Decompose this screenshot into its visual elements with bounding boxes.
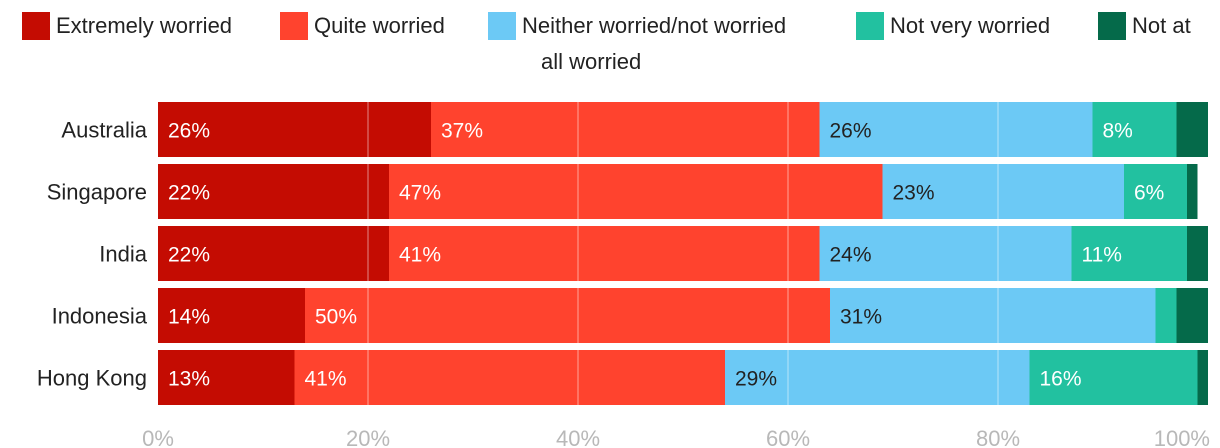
- chart-legend: Extremely worried Quite worried Neither wo…: [0, 0, 1220, 80]
- bar-segment: [431, 102, 820, 157]
- bar-segment: [389, 164, 883, 219]
- bar-segment: [725, 350, 1030, 405]
- data-label: 11%: [1082, 244, 1122, 267]
- x-tick-label: 20%: [346, 426, 390, 448]
- category-label: India: [99, 242, 147, 267]
- data-label: 31%: [840, 306, 882, 329]
- legend-label: Quite worried: [314, 13, 445, 38]
- category-label: Hong Kong: [37, 366, 147, 391]
- bar-segment: [1071, 226, 1187, 281]
- bar-segment: [830, 288, 1156, 343]
- bar-segment: [1176, 288, 1208, 343]
- bar-segment: [1197, 350, 1208, 405]
- legend-label: Neither worried/not worried: [522, 13, 787, 38]
- x-tick-label: 40%: [556, 426, 600, 448]
- bar-segment: [294, 350, 725, 405]
- legend-swatch: [856, 12, 884, 40]
- legend-item: Not very worried: [856, 11, 1050, 41]
- bar-segment: [1124, 164, 1187, 219]
- x-tick-label: 80%: [976, 426, 1020, 448]
- data-label: 23%: [893, 182, 935, 205]
- data-label: 37%: [441, 120, 483, 143]
- data-label: 29%: [735, 368, 777, 391]
- data-label: 26%: [830, 120, 872, 143]
- legend-label: all worried: [541, 49, 642, 74]
- bar-segment: [882, 164, 1124, 219]
- data-label: 41%: [305, 368, 347, 391]
- data-label: 47%: [399, 182, 441, 205]
- x-tick-label: 100%: [1154, 426, 1210, 448]
- data-label: 50%: [315, 306, 357, 329]
- bar-segment: [1176, 102, 1208, 157]
- bar-segment: [1155, 288, 1177, 343]
- legend-label-continued: all worried: [541, 47, 641, 77]
- legend-swatch: [280, 12, 308, 40]
- bar-segment: [1092, 102, 1177, 157]
- gridlines: [367, 102, 999, 405]
- bar-segment: [1187, 164, 1198, 219]
- data-label: 16%: [1040, 368, 1082, 391]
- bar-segment: [1029, 350, 1198, 405]
- legend-swatch: [1098, 12, 1126, 40]
- category-label: Singapore: [47, 180, 147, 205]
- legend-item: Neither worried/not worried: [488, 11, 786, 41]
- bar-segment: [819, 102, 1093, 157]
- x-tick-label: 0%: [142, 426, 174, 448]
- data-label: 14%: [168, 306, 210, 329]
- bar-segment: [158, 350, 295, 405]
- x-tick-label: 60%: [766, 426, 810, 448]
- x-axis: 0% 20% 40% 60% 80% 100%: [142, 426, 1210, 448]
- data-label: 26%: [168, 120, 210, 143]
- legend-item: Quite worried: [280, 11, 445, 41]
- bar-segment: [1187, 226, 1208, 281]
- legend-item: Extremely worried: [22, 11, 232, 41]
- bar-segment: [158, 164, 389, 219]
- data-label: 41%: [399, 244, 441, 267]
- category-label: Australia: [61, 118, 147, 143]
- bar-segment: [305, 288, 830, 343]
- bar-segment: [389, 226, 820, 281]
- data-label: 22%: [168, 244, 210, 267]
- bar-segment: [158, 288, 305, 343]
- bar-segment: [819, 226, 1072, 281]
- data-label: 22%: [168, 182, 210, 205]
- legend-swatch: [488, 12, 516, 40]
- legend-label: Not at: [1132, 13, 1191, 38]
- legend-label: Extremely worried: [56, 13, 233, 38]
- bar-segment: [158, 102, 431, 157]
- data-label: 6%: [1134, 182, 1164, 205]
- legend-swatch: [22, 12, 50, 40]
- category-label: Indonesia: [52, 304, 148, 329]
- data-label: 24%: [830, 244, 872, 267]
- bars-group: 26% 37% 26% 8% 22% 47% 23% 6% 22% 41% 24% 11% 14% 50%…: [158, 102, 1208, 405]
- data-label: 13%: [168, 368, 210, 391]
- data-label: 8%: [1103, 120, 1133, 143]
- bar-segment: [158, 226, 389, 281]
- legend-label: Not very worried: [890, 13, 1051, 38]
- legend-item: Not at: [1098, 11, 1191, 41]
